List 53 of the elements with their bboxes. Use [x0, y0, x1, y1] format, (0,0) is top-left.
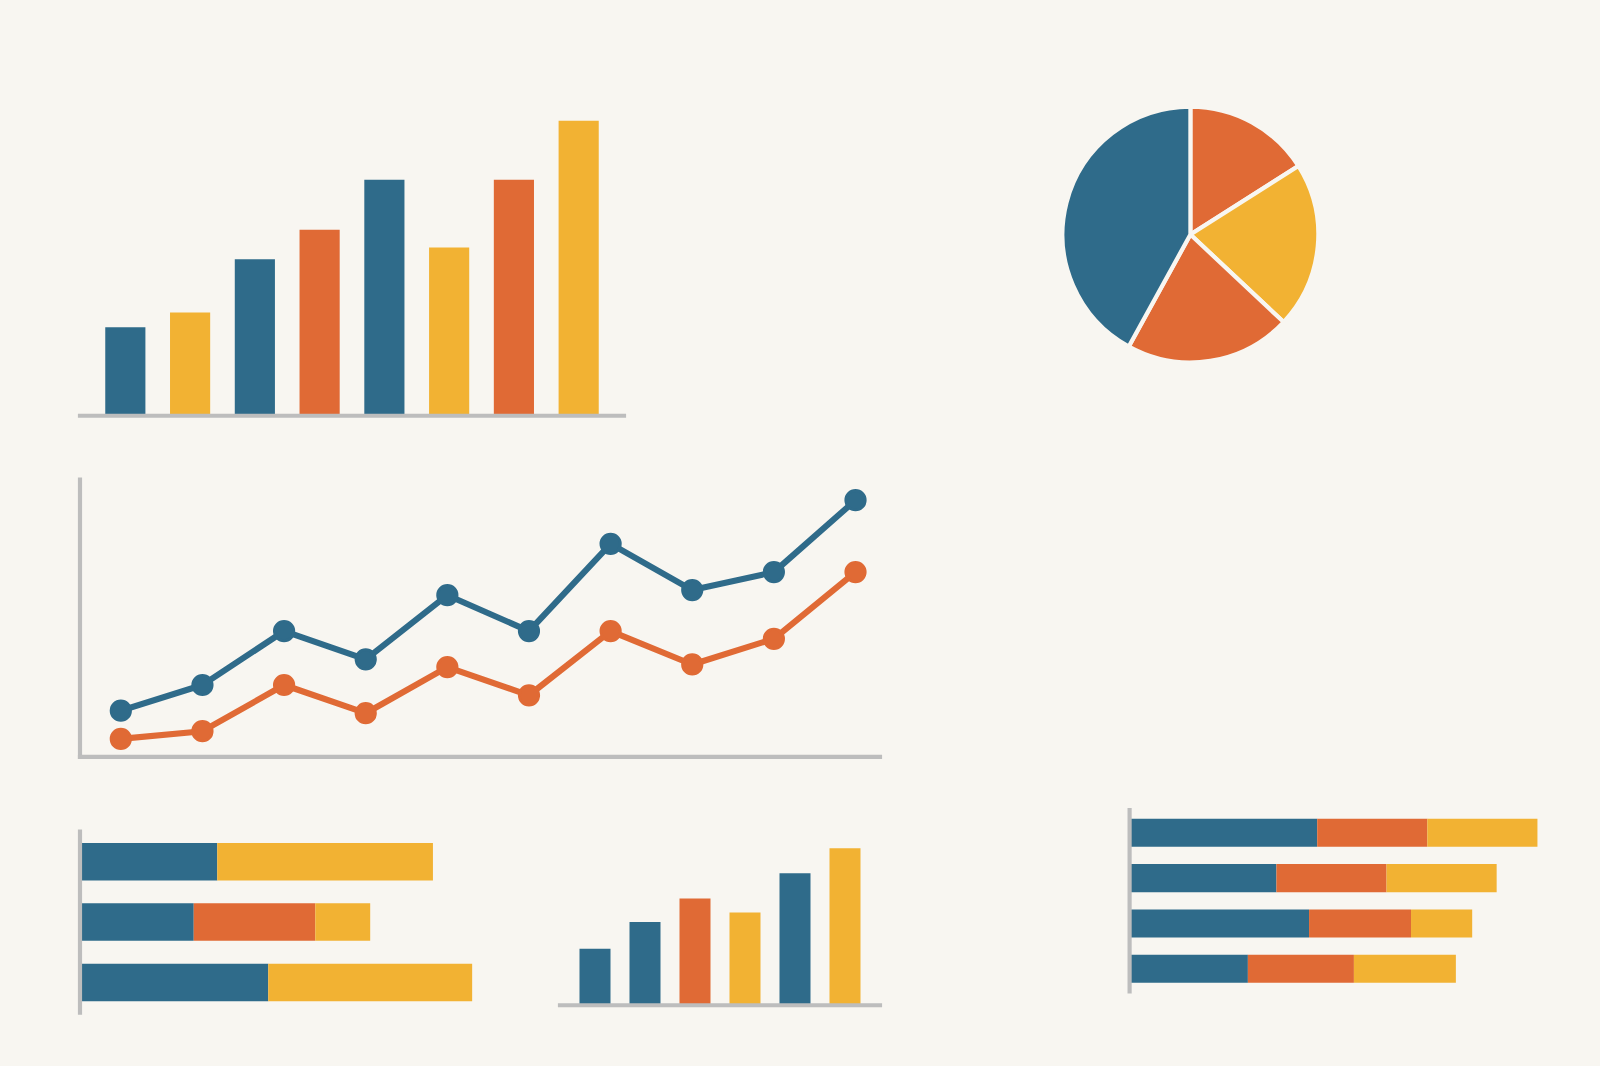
bar — [268, 963, 473, 1002]
point — [517, 620, 541, 643]
point — [109, 699, 132, 722]
bar — [1309, 909, 1412, 938]
bar — [1247, 954, 1354, 983]
bar — [1129, 818, 1318, 847]
bar — [1411, 909, 1473, 938]
bar — [429, 247, 470, 416]
bar — [629, 922, 661, 1006]
point — [599, 532, 622, 555]
bar — [493, 179, 534, 416]
bar — [1129, 864, 1277, 893]
point — [762, 560, 785, 584]
point — [436, 584, 459, 607]
bar — [193, 903, 316, 941]
bar — [234, 259, 275, 416]
bar — [299, 229, 340, 416]
point — [109, 727, 132, 751]
bar — [1386, 864, 1497, 893]
point — [272, 673, 296, 697]
point — [191, 720, 214, 743]
point — [599, 620, 622, 643]
point — [844, 489, 867, 512]
point — [762, 627, 785, 650]
bar — [1427, 818, 1538, 847]
point — [354, 648, 377, 671]
bar — [217, 842, 433, 881]
point — [681, 578, 704, 602]
bar — [779, 873, 811, 1006]
point — [436, 655, 459, 679]
bar — [679, 898, 711, 1006]
bar — [105, 327, 146, 416]
point — [191, 673, 214, 697]
bar — [1353, 954, 1456, 983]
bar — [170, 312, 211, 416]
bar — [1129, 909, 1310, 938]
bar — [315, 903, 371, 941]
bar — [1129, 954, 1248, 983]
point — [844, 560, 867, 584]
bar — [1276, 864, 1387, 893]
bar — [80, 903, 194, 941]
point — [517, 684, 541, 707]
point — [354, 702, 377, 725]
bar — [558, 120, 599, 416]
bar — [80, 963, 269, 1002]
bar — [80, 842, 218, 881]
bar — [579, 948, 611, 1006]
point — [681, 653, 704, 676]
bar — [729, 912, 761, 1006]
bar — [364, 179, 405, 416]
bar — [1317, 818, 1428, 847]
point — [272, 620, 296, 643]
bar — [829, 848, 861, 1006]
